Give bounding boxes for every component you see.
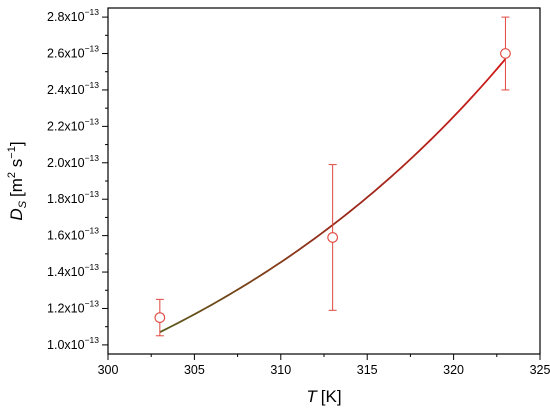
y-tick-label: 2.2x10−13 <box>47 116 99 133</box>
y-axis-unit-close: ] <box>7 141 26 146</box>
plot-frame <box>107 7 541 355</box>
x-tick-label: 325 <box>530 363 550 377</box>
data-point <box>500 48 511 59</box>
x-axis-ticks <box>107 354 541 360</box>
x-tick-label: 320 <box>443 363 464 377</box>
y-axis-unit-sup2: −1 <box>6 146 18 159</box>
y-tick-label: 2.0x10−13 <box>47 153 99 170</box>
x-axis-title: T [K] <box>306 387 341 406</box>
y-axis-sub: S <box>17 200 29 208</box>
y-tick-label: 1.4x10−13 <box>47 262 99 279</box>
series-layer <box>154 16 511 337</box>
data-point <box>154 312 166 323</box>
y-tick-label: 2.4x10−13 <box>47 80 99 97</box>
y-tick-label: 1.2x10−13 <box>47 298 99 315</box>
y-tick-label: 1.0x10−13 <box>47 335 99 352</box>
x-tick-label: 315 <box>357 363 378 377</box>
y-axis-title: DS [m2 s−1] <box>6 141 29 220</box>
x-axis-unit: [K] <box>321 387 342 406</box>
y-axis-unit-mid: s <box>7 159 26 172</box>
y-tick-label: 2.6x10−13 <box>47 44 99 61</box>
y-axis-ticks <box>102 16 108 346</box>
y-axis-unit-open: [m <box>7 178 26 197</box>
y-axis-tick-labels: 1.0x10−13 1.2x10−13 1.4x10−13 1.6x10−13 1.8x… <box>47 7 99 352</box>
x-tick-label: 305 <box>184 363 205 377</box>
data-point <box>327 232 338 243</box>
x-axis-tick-labels: 300 305 310 315 320 325 <box>98 363 550 377</box>
y-tick-label: 1.6x10−13 <box>47 226 99 243</box>
y-tick-label: 2.8x10−13 <box>47 7 99 24</box>
y-axis-var: D <box>7 208 26 220</box>
x-axis-var: T <box>306 387 318 406</box>
y-axis-unit-sup1: 2 <box>6 172 18 178</box>
x-tick-label: 300 <box>98 363 119 377</box>
x-tick-label: 310 <box>270 363 291 377</box>
y-tick-label: 1.8x10−13 <box>47 189 99 206</box>
